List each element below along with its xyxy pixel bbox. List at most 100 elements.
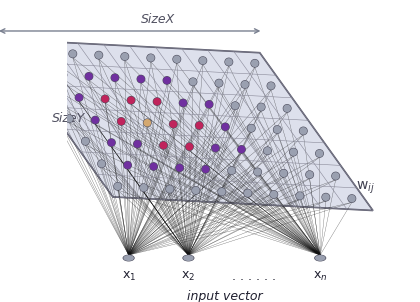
Ellipse shape [49, 92, 58, 101]
Ellipse shape [250, 59, 259, 68]
Ellipse shape [237, 145, 246, 154]
Ellipse shape [147, 54, 155, 62]
Ellipse shape [182, 255, 194, 262]
Text: w$_{ij}$: w$_{ij}$ [356, 179, 375, 196]
Ellipse shape [299, 127, 307, 135]
Ellipse shape [49, 92, 57, 100]
Ellipse shape [348, 195, 356, 202]
Ellipse shape [251, 59, 259, 67]
Ellipse shape [110, 73, 119, 82]
Ellipse shape [332, 172, 339, 180]
Ellipse shape [114, 182, 122, 190]
Ellipse shape [175, 163, 184, 172]
Ellipse shape [136, 75, 145, 83]
Ellipse shape [133, 140, 142, 148]
Ellipse shape [111, 74, 119, 82]
Ellipse shape [215, 79, 223, 88]
Ellipse shape [140, 184, 147, 191]
Ellipse shape [143, 119, 151, 127]
Ellipse shape [218, 188, 226, 196]
Ellipse shape [254, 168, 262, 176]
Ellipse shape [227, 166, 236, 175]
Ellipse shape [185, 142, 194, 151]
Ellipse shape [269, 190, 278, 199]
Ellipse shape [217, 187, 226, 196]
Ellipse shape [189, 78, 197, 85]
Ellipse shape [199, 57, 207, 64]
Ellipse shape [270, 191, 278, 198]
Ellipse shape [124, 161, 131, 169]
Ellipse shape [108, 139, 116, 146]
Ellipse shape [146, 53, 155, 62]
Ellipse shape [253, 168, 262, 176]
Ellipse shape [295, 191, 304, 200]
Ellipse shape [192, 186, 200, 195]
Text: x$_1$: x$_1$ [121, 270, 136, 283]
Ellipse shape [153, 97, 162, 106]
Ellipse shape [241, 81, 249, 88]
Ellipse shape [280, 169, 288, 177]
Ellipse shape [127, 96, 135, 104]
Ellipse shape [267, 82, 276, 90]
Ellipse shape [205, 101, 213, 108]
Ellipse shape [289, 148, 298, 156]
Ellipse shape [32, 69, 41, 78]
Text: input vector: input vector [186, 290, 262, 302]
Ellipse shape [43, 49, 51, 56]
Ellipse shape [123, 255, 135, 262]
Ellipse shape [202, 165, 210, 173]
Ellipse shape [247, 124, 256, 133]
Ellipse shape [123, 255, 134, 261]
Ellipse shape [305, 170, 314, 179]
Ellipse shape [211, 144, 220, 153]
Ellipse shape [107, 138, 116, 147]
Text: SizeX: SizeX [141, 13, 175, 26]
Ellipse shape [189, 77, 197, 86]
Ellipse shape [121, 53, 129, 60]
Ellipse shape [321, 193, 330, 201]
Ellipse shape [299, 127, 308, 135]
Ellipse shape [231, 101, 239, 110]
Text: . . . . . .: . . . . . . [232, 270, 276, 283]
Ellipse shape [284, 104, 291, 112]
Ellipse shape [127, 96, 136, 104]
Ellipse shape [81, 137, 89, 145]
Ellipse shape [283, 104, 291, 113]
Ellipse shape [169, 120, 177, 128]
Ellipse shape [263, 146, 272, 155]
Ellipse shape [290, 148, 297, 156]
Ellipse shape [153, 98, 161, 105]
Ellipse shape [75, 93, 84, 102]
Ellipse shape [201, 165, 210, 174]
Ellipse shape [244, 189, 252, 197]
Ellipse shape [316, 150, 323, 157]
Ellipse shape [315, 255, 326, 261]
Ellipse shape [257, 103, 265, 111]
Ellipse shape [91, 116, 100, 124]
Ellipse shape [101, 95, 109, 103]
Ellipse shape [165, 185, 174, 193]
Ellipse shape [66, 115, 73, 123]
Ellipse shape [172, 55, 181, 64]
Ellipse shape [215, 79, 223, 87]
Ellipse shape [198, 56, 207, 65]
Ellipse shape [331, 172, 340, 180]
Ellipse shape [84, 72, 93, 81]
Ellipse shape [178, 98, 188, 107]
Ellipse shape [267, 82, 275, 90]
Ellipse shape [224, 58, 233, 66]
Ellipse shape [221, 123, 229, 131]
Ellipse shape [279, 169, 288, 178]
Ellipse shape [113, 182, 122, 191]
Text: x$_n$: x$_n$ [313, 270, 328, 283]
Ellipse shape [81, 137, 90, 146]
Ellipse shape [186, 143, 193, 150]
Ellipse shape [315, 149, 324, 158]
Ellipse shape [94, 51, 103, 59]
Ellipse shape [149, 162, 158, 171]
Polygon shape [0, 39, 373, 210]
Ellipse shape [95, 51, 102, 59]
Ellipse shape [273, 125, 282, 134]
Ellipse shape [231, 102, 239, 109]
Ellipse shape [238, 146, 245, 153]
